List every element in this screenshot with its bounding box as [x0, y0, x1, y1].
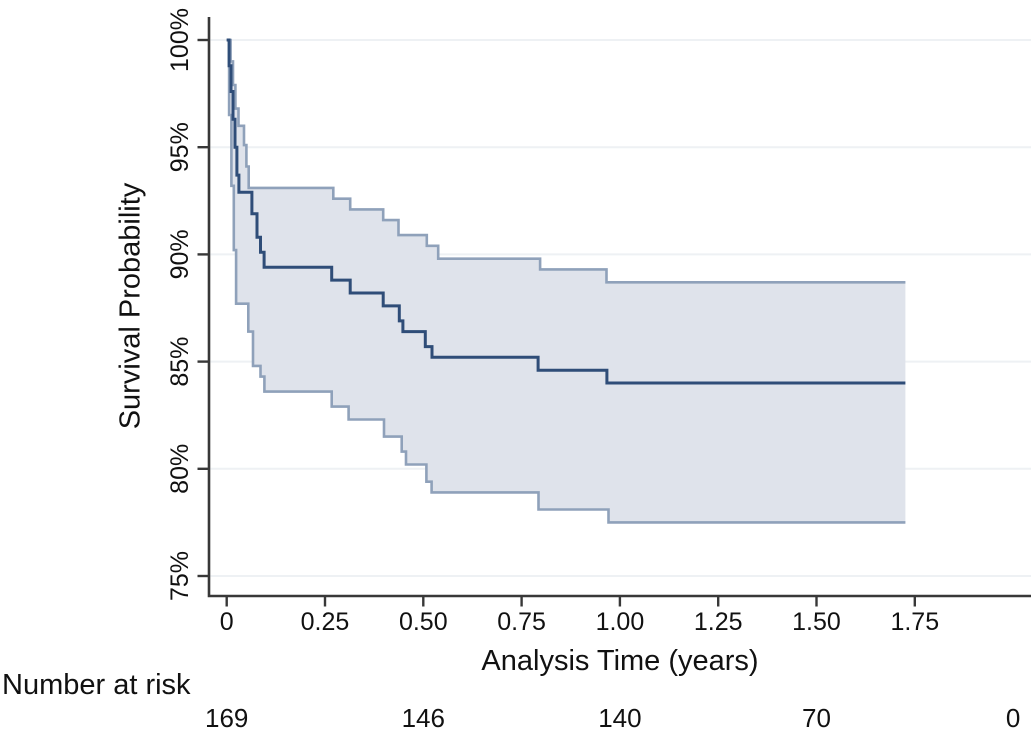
- x-tick-label: 0: [220, 608, 234, 636]
- risk-count: 70: [802, 703, 831, 733]
- x-tick-label: 1.00: [596, 608, 645, 636]
- lower-ci-line: [226, 38, 906, 524]
- y-tick-label: 80%: [166, 444, 194, 494]
- y-tick-label: 85%: [166, 337, 194, 387]
- y-tick-label: 90%: [166, 229, 194, 279]
- number-at-risk-label: Number at risk: [2, 669, 191, 701]
- x-axis-title: Analysis Time (years): [481, 645, 759, 677]
- x-tick-label: 1.75: [890, 608, 939, 636]
- x-tick-label: 0.25: [301, 608, 350, 636]
- axes: [207, 17, 1031, 598]
- x-tick-label: 1.50: [792, 608, 841, 636]
- y-tick-label: 75%: [166, 551, 194, 601]
- y-axis-title: Survival Probability: [114, 182, 147, 430]
- survival-curve: [226, 38, 906, 385]
- confidence-band: [226, 40, 906, 523]
- risk-count: 0: [1006, 703, 1020, 733]
- x-tick-label: 0.50: [399, 608, 448, 636]
- risk-count: 140: [598, 703, 641, 733]
- y-tick-label: 95%: [166, 122, 194, 172]
- x-tick-label: 1.25: [694, 608, 743, 636]
- upper-ci-line: [226, 38, 906, 284]
- risk-count: 169: [205, 703, 248, 733]
- y-tick-label: 100%: [166, 8, 194, 72]
- risk-count: 146: [402, 703, 445, 733]
- x-tick-label: 0.75: [497, 608, 546, 636]
